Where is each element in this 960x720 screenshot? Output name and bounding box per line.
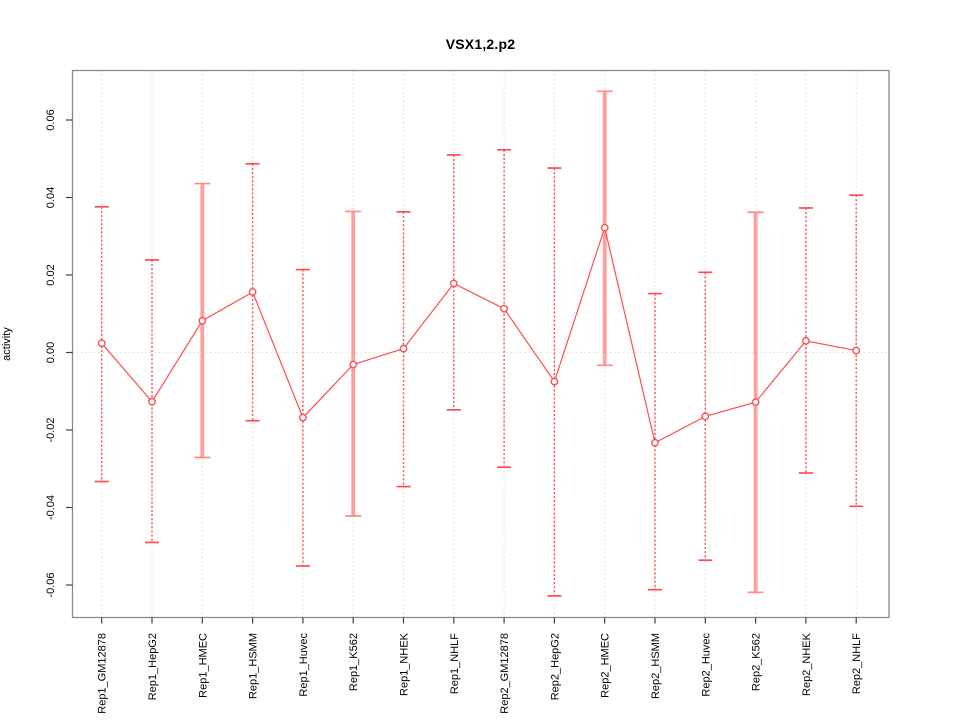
y-tick-label: 0.00: [45, 342, 57, 363]
category-tick-label: Rep2_GM12878: [499, 633, 511, 714]
data-point: [600, 223, 609, 232]
category-tick-label: Rep2_HMEC: [600, 633, 612, 698]
data-point: [550, 377, 559, 386]
category-tick-label: Rep1_HMEC: [197, 633, 209, 698]
category-tick-label: Rep1_NHEK: [399, 632, 411, 696]
data-point: [97, 339, 106, 348]
data-point: [449, 279, 458, 288]
category-tick-label: Rep2_HepG2: [549, 633, 561, 700]
y-tick-label: -0.06: [45, 572, 57, 597]
category-tick-label: Rep1_HSMM: [248, 633, 260, 699]
data-point: [651, 438, 659, 447]
category-tick-label: Rep2_Huvec: [700, 633, 712, 697]
data-point: [399, 344, 408, 353]
plot-frame: [71, 69, 890, 619]
series-line: [101, 225, 857, 444]
data-point: [298, 413, 307, 422]
category-tick-label: Rep2_K562: [751, 633, 763, 691]
data-point: [148, 397, 156, 406]
data-point: [852, 346, 861, 355]
y-tick-label: 0.02: [45, 264, 57, 285]
data-point: [802, 336, 810, 345]
chart-title: VSX1,2.p2: [445, 36, 516, 52]
data-point: [701, 412, 710, 421]
data-point: [349, 360, 358, 369]
data-point: [500, 304, 508, 313]
data-point: [248, 288, 257, 296]
category-tick-label: Rep1_GM12878: [97, 633, 109, 714]
category-tick-label: Rep1_Huvec: [298, 633, 310, 697]
data-point: [198, 316, 207, 325]
y-tick-label: -0.04: [45, 495, 57, 520]
category-tick-label: Rep1_HepG2: [147, 633, 159, 700]
category-tick-label: Rep2_NHEK: [801, 632, 813, 696]
category-tick-label: Rep2_NHLF: [851, 633, 863, 694]
y-tick-label: 0.04: [45, 187, 57, 208]
data-point: [751, 398, 760, 406]
category-tick-label: Rep2_HSMM: [650, 633, 662, 699]
y-tick-label: -0.02: [45, 417, 57, 442]
category-tick-label: Rep1_NHLF: [449, 633, 461, 694]
category-tick-label: Rep1_K562: [348, 633, 360, 691]
y-tick-label: 0.06: [45, 109, 57, 130]
